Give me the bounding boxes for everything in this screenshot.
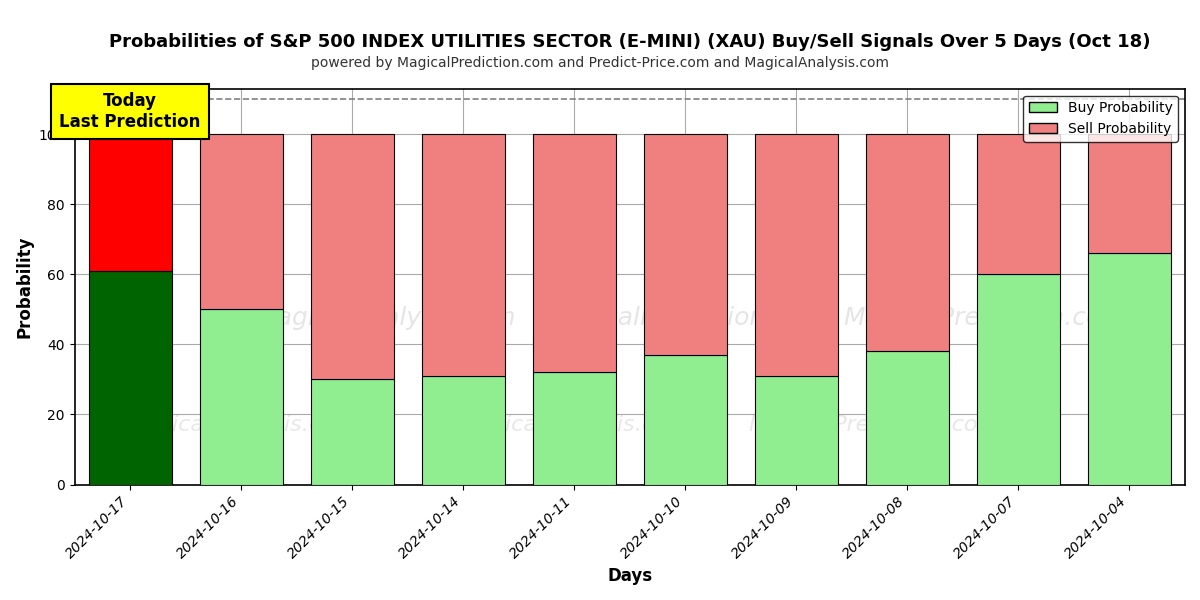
Text: powered by MagicalPrediction.com and Predict-Price.com and MagicalAnalysis.com: powered by MagicalPrediction.com and Pre…	[311, 56, 889, 70]
Text: MagicalPrediction.com: MagicalPrediction.com	[844, 306, 1127, 330]
Bar	[977, 134, 1060, 274]
Bar	[311, 134, 394, 379]
Text: MagicalPrediction.com: MagicalPrediction.com	[544, 306, 827, 330]
Bar	[199, 134, 283, 310]
Bar	[865, 134, 949, 352]
Title: Probabilities of S&P 500 INDEX UTILITIES SECTOR (E-MINI) (XAU) Buy/Sell Signals : Probabilities of S&P 500 INDEX UTILITIES…	[109, 33, 1151, 51]
Bar	[643, 134, 727, 355]
Bar	[977, 274, 1060, 485]
Text: MagicalAnalysis.com: MagicalAnalysis.com	[126, 415, 356, 435]
Text: MagicalPrediction.com: MagicalPrediction.com	[749, 415, 1000, 435]
Bar	[643, 355, 727, 485]
Bar	[199, 310, 283, 485]
Bar	[533, 373, 616, 485]
Bar	[89, 134, 172, 271]
Bar	[865, 352, 949, 485]
Bar	[533, 134, 616, 373]
Text: MagicalAnalysis.com: MagicalAnalysis.com	[256, 306, 516, 330]
Text: MagicalAnalysis.com: MagicalAnalysis.com	[458, 415, 690, 435]
Bar	[755, 376, 838, 485]
Bar	[1088, 253, 1171, 485]
Text: Today
Last Prediction: Today Last Prediction	[60, 92, 200, 131]
Bar	[421, 134, 505, 376]
Bar	[755, 134, 838, 376]
X-axis label: Days: Days	[607, 567, 653, 585]
Bar	[421, 376, 505, 485]
Bar	[1088, 134, 1171, 253]
Bar	[89, 271, 172, 485]
Y-axis label: Probability: Probability	[16, 235, 34, 338]
Bar	[311, 379, 394, 485]
Legend: Buy Probability, Sell Probability: Buy Probability, Sell Probability	[1024, 95, 1178, 142]
